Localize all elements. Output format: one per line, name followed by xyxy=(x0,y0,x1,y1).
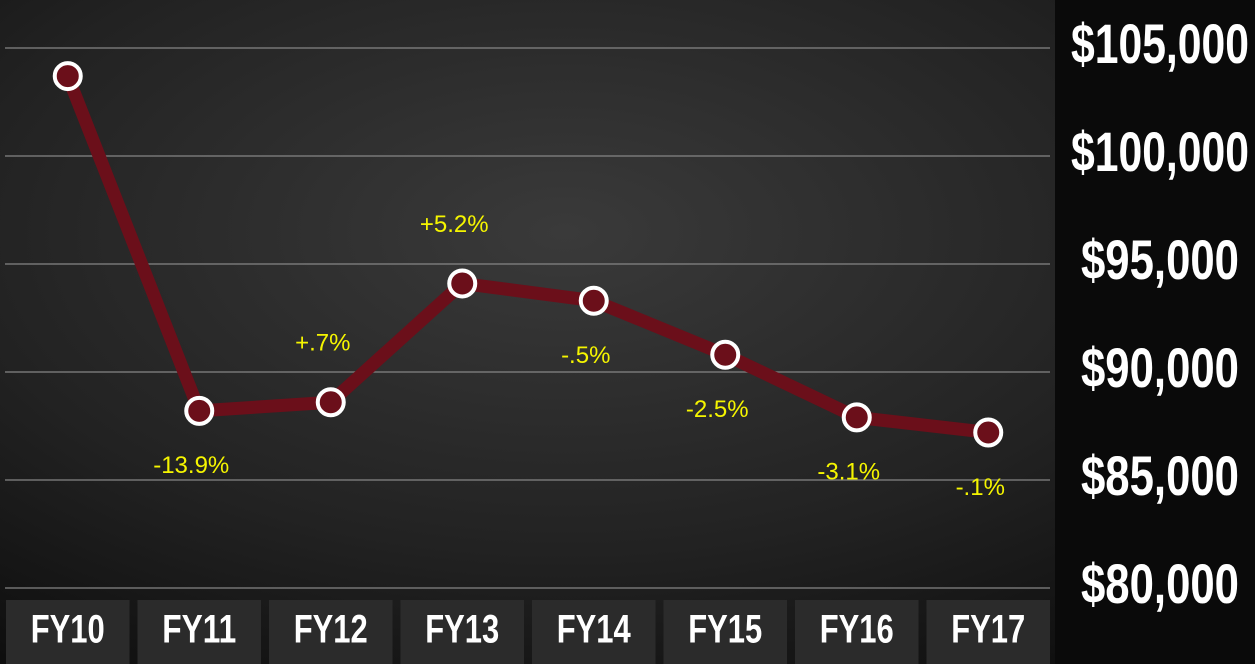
data-point xyxy=(449,270,475,296)
x-tick-label: FY17 xyxy=(951,608,1025,652)
data-point xyxy=(318,389,344,415)
y-tick-label: $100,000 xyxy=(1071,120,1249,183)
data-point xyxy=(581,288,607,314)
x-tick-label: FY14 xyxy=(557,608,632,652)
x-tick-label: FY11 xyxy=(162,608,236,652)
data-point xyxy=(186,398,212,424)
y-tick-label: $85,000 xyxy=(1081,444,1239,507)
value-label: -.5% xyxy=(561,342,610,369)
data-point xyxy=(844,404,870,430)
x-tick-label: FY16 xyxy=(820,608,894,652)
chart: -13.9% +.7% +5.2% -.5% -2.5% -3.1% -.1% $80,00… xyxy=(0,0,1255,664)
value-label: -13.9% xyxy=(153,452,229,479)
data-point xyxy=(975,419,1001,445)
x-tick-label: FY13 xyxy=(425,608,499,652)
x-tick-label: FY12 xyxy=(294,608,368,652)
y-tick-label: $95,000 xyxy=(1081,228,1239,291)
data-point xyxy=(712,342,738,368)
value-label: -3.1% xyxy=(817,459,880,486)
y-tick-label: $90,000 xyxy=(1081,336,1239,399)
data-point xyxy=(55,63,81,89)
value-label: -2.5% xyxy=(686,396,749,423)
y-tick-label: $80,000 xyxy=(1081,552,1239,615)
value-label: +.7% xyxy=(295,330,350,357)
x-tick-label: FY15 xyxy=(688,608,762,652)
value-label: +5.2% xyxy=(420,211,489,238)
y-tick-label: $105,000 xyxy=(1071,12,1249,75)
x-tick-label: FY10 xyxy=(31,608,105,652)
value-label: -.1% xyxy=(956,474,1005,501)
